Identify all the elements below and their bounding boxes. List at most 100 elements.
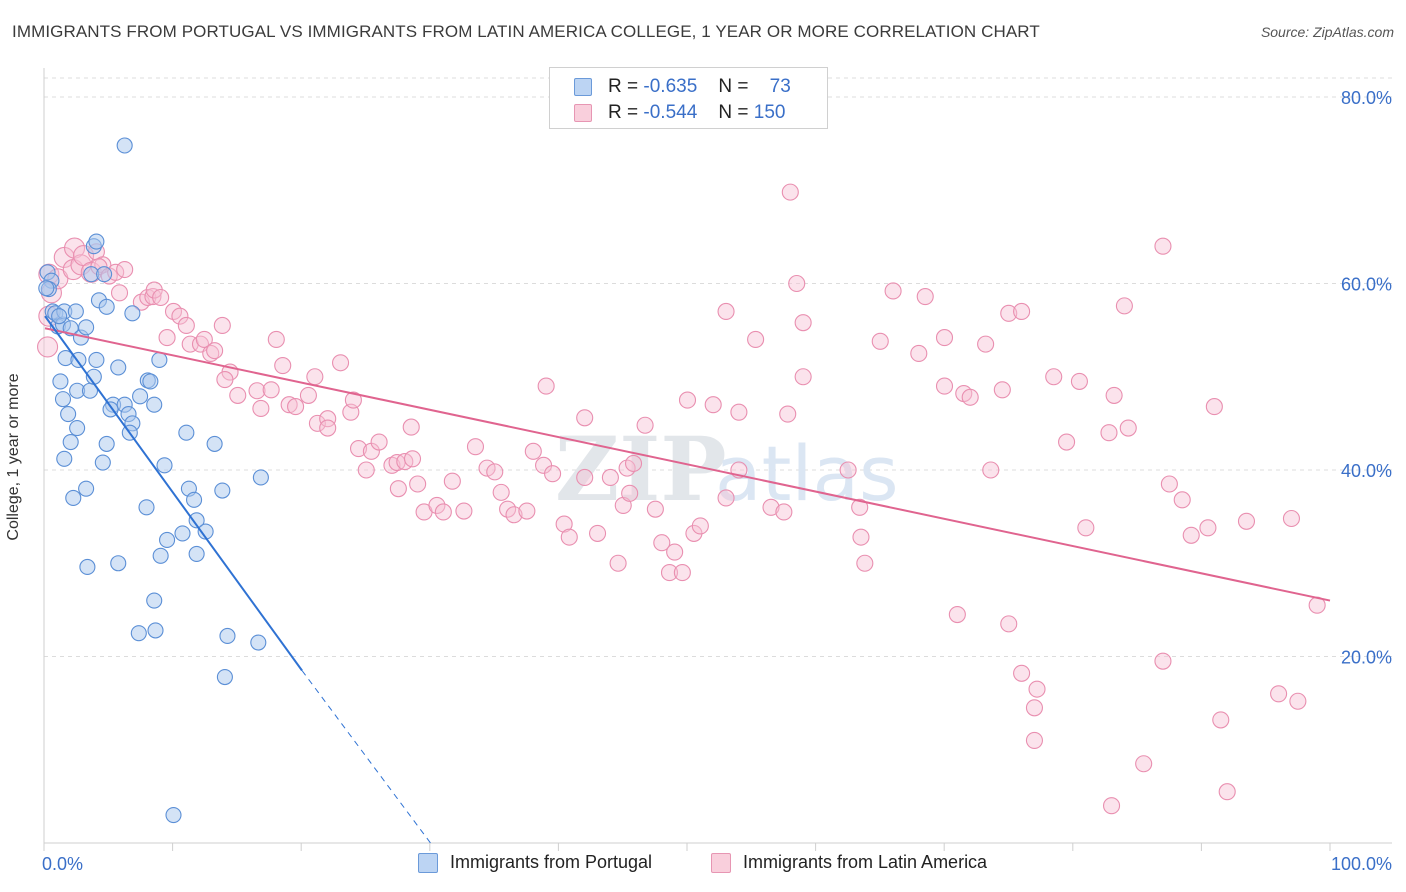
portugal-point (78, 319, 95, 336)
portugal-point (138, 499, 155, 516)
latin-america-point (1173, 491, 1191, 509)
latin-america-point (357, 461, 375, 479)
latin-america-point (601, 468, 619, 487)
latin-america-point (609, 554, 627, 572)
latin-america-point (331, 354, 350, 372)
latin-america-point (678, 391, 697, 409)
portugal-point (146, 592, 163, 609)
latin-america-point (544, 465, 562, 483)
latin-america-point (871, 332, 889, 350)
latin-america-point (910, 344, 928, 362)
portugal-point (165, 806, 182, 824)
latin-america-point (478, 459, 496, 477)
latin-america-point (624, 454, 643, 473)
latin-america-point (403, 450, 422, 468)
latin-america-point (653, 534, 671, 552)
portugal-point (124, 305, 141, 322)
latin-america-point (948, 605, 966, 624)
portugal-point (38, 280, 55, 297)
portugal-point (130, 625, 147, 642)
latin-america-point (370, 433, 388, 451)
latin-america-point (1025, 699, 1043, 717)
latin-america-point (486, 463, 504, 481)
y-tick-label: 20.0% (1341, 648, 1392, 668)
latin-america-point (1237, 512, 1256, 530)
latin-america-point (248, 382, 266, 400)
latin-america-point (788, 274, 806, 293)
latin-america-point (781, 183, 799, 201)
latin-america-point (229, 386, 247, 404)
portugal-point (98, 435, 115, 452)
latin-america-point (1103, 797, 1121, 815)
latin-america-point (1289, 692, 1307, 710)
legend-swatch-latin-america (574, 104, 592, 122)
latin-america-point (916, 288, 934, 306)
portugal-point (51, 308, 68, 325)
portugal-trend-extension (301, 670, 431, 844)
latin-america-point (1205, 398, 1223, 416)
latin-america-point (37, 336, 59, 358)
portugal-point (56, 450, 73, 467)
latin-america-point (402, 418, 420, 436)
latin-america-point (779, 405, 797, 423)
legend-r-value-latin-america: -0.544 (643, 102, 698, 123)
latin-america-point (555, 515, 573, 533)
bottom-legend-label-latin-america: Immigrants from Latin America (743, 852, 988, 872)
latin-america-point (64, 237, 86, 259)
legend-swatch-portugal (574, 78, 592, 96)
legend-n-label: N = (718, 102, 749, 123)
latin-america-point (344, 391, 362, 409)
latin-america-trend-line (44, 327, 1331, 602)
latin-america-point (691, 517, 709, 535)
portugal-point (110, 359, 127, 376)
latin-america-point (762, 498, 780, 516)
latin-america-point (537, 377, 555, 395)
portugal-point (178, 424, 195, 441)
latin-america-point (319, 410, 337, 428)
latin-america-point (1115, 297, 1133, 315)
latin-america-point (775, 503, 793, 521)
portugal-point (152, 547, 169, 564)
portugal-point (96, 266, 113, 283)
latin-america-point (576, 409, 594, 427)
chart-title: IMMIGRANTS FROM PORTUGAL VS IMMIGRANTS F… (12, 22, 1040, 41)
latin-america-point (171, 307, 189, 325)
latin-america-point (884, 282, 902, 300)
portugal-point (146, 396, 163, 413)
latin-america-point (518, 502, 536, 520)
portugal-point (219, 627, 236, 645)
latin-america-point (1154, 237, 1172, 255)
latin-america-point (213, 316, 231, 335)
portugal-point (65, 489, 82, 507)
portugal-point (250, 634, 267, 651)
latin-america-point (717, 302, 735, 321)
latin-america-point (1160, 475, 1178, 493)
legend-r-label: R = (608, 102, 639, 123)
latin-america-point (110, 284, 129, 302)
legend-n-value-portugal: 73 (769, 76, 791, 97)
portugal-point (78, 480, 95, 497)
bottom-legend-swatch-portugal (418, 853, 438, 873)
latin-america-point (280, 396, 298, 414)
latin-america-point (177, 316, 195, 335)
latin-america-point (428, 496, 446, 514)
y-tick-label: 80.0% (1341, 88, 1392, 108)
latin-america-point (409, 475, 427, 493)
tick-labels: 20.0% 40.0% 60.0% 80.0% 0.0% 100.0% (42, 88, 1392, 874)
latin-america-point (1028, 680, 1046, 698)
latin-america-point (646, 500, 664, 518)
portugal-point (174, 525, 191, 542)
source-credit: Source: ZipAtlas.com (1260, 24, 1394, 40)
latin-america-point (660, 564, 679, 582)
gridlines (44, 77, 1392, 657)
latin-america-point (152, 288, 170, 307)
latin-america-point (1013, 664, 1031, 682)
latin-america-point (856, 554, 874, 572)
latin-america-point (383, 456, 401, 474)
latin-america-point (287, 398, 305, 416)
latin-america-point (116, 260, 134, 279)
portugal-point (151, 351, 168, 369)
legend-r-label: R = (608, 76, 639, 97)
portugal-point (54, 391, 72, 408)
